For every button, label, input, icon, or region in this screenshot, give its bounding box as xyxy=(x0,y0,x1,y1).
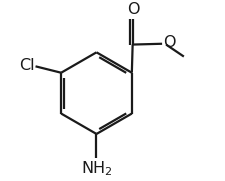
Text: O: O xyxy=(127,2,140,17)
Text: O: O xyxy=(163,35,176,50)
Text: Cl: Cl xyxy=(19,58,35,73)
Text: NH$_2$: NH$_2$ xyxy=(81,160,112,178)
